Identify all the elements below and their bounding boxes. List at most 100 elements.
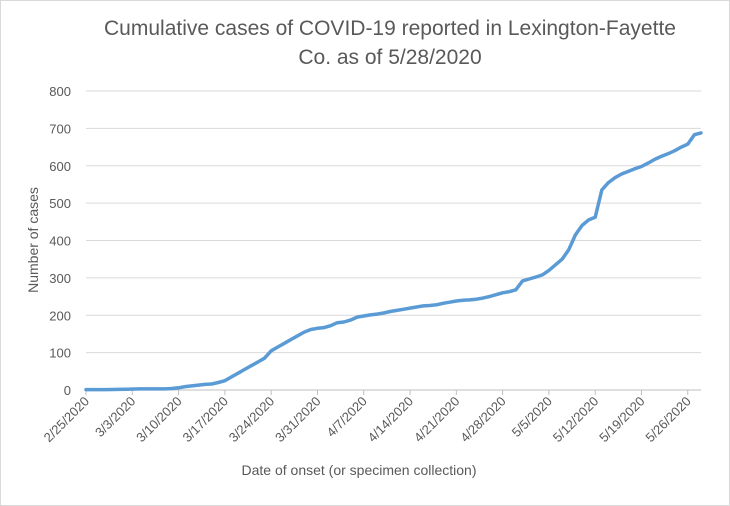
- x-tick-label: 3/3/2020: [92, 394, 138, 440]
- x-tick-label: 5/26/2020: [642, 394, 694, 446]
- data-point: [693, 134, 696, 136]
- y-tick-label: 500: [49, 196, 71, 211]
- data-point: [363, 315, 365, 317]
- data-point: [224, 380, 226, 382]
- data-point: [495, 294, 497, 296]
- data-point: [647, 162, 649, 164]
- data-point: [700, 132, 702, 134]
- data-point: [568, 249, 570, 251]
- data-point: [270, 350, 272, 352]
- data-point: [416, 306, 418, 308]
- chart-title-line-2: Co. as of 5/28/2020: [298, 46, 482, 69]
- data-point: [442, 302, 444, 304]
- y-tick-label: 700: [49, 121, 71, 136]
- x-tick-label: 3/31/2020: [272, 394, 324, 446]
- data-point: [402, 308, 404, 310]
- x-tick-label: 3/17/2020: [179, 394, 231, 446]
- data-point: [330, 325, 332, 327]
- data-point: [211, 383, 213, 385]
- gridlines: [86, 90, 701, 354]
- data-point: [482, 297, 484, 299]
- y-axis-label: Number of cases: [25, 187, 41, 293]
- data-point: [660, 155, 662, 157]
- data-point: [554, 264, 557, 266]
- data-point: [336, 322, 338, 324]
- data-point: [164, 388, 166, 390]
- data-point: [230, 376, 233, 378]
- x-tick-label: 4/21/2020: [411, 394, 463, 446]
- data-point: [409, 307, 411, 309]
- y-tick-label: 300: [49, 271, 71, 286]
- data-point: [521, 280, 524, 282]
- data-point: [422, 305, 424, 307]
- data-point: [621, 173, 623, 175]
- data-point: [508, 291, 510, 293]
- data-point: [297, 335, 299, 337]
- data-point: [217, 381, 219, 384]
- data-point: [435, 304, 438, 306]
- data-point: [462, 299, 464, 301]
- data-point: [601, 189, 603, 191]
- data-point: [455, 300, 457, 302]
- x-tick-label: 3/10/2020: [133, 394, 185, 446]
- data-point: [389, 310, 391, 313]
- y-tick-label: 400: [49, 234, 71, 249]
- x-tick-label: 4/28/2020: [457, 394, 509, 446]
- data-point: [449, 301, 451, 303]
- data-point: [171, 387, 173, 390]
- data-point: [263, 357, 266, 359]
- data-point: [687, 143, 689, 145]
- data-point: [528, 278, 530, 280]
- data-point: [667, 153, 669, 155]
- data-point: [138, 388, 140, 390]
- data-point: [303, 331, 305, 333]
- data-point: [85, 389, 87, 391]
- data-point: [468, 299, 471, 301]
- chart-title-line-1: Cumulative cases of COVID-19 reported in…: [104, 17, 676, 40]
- data-point: [535, 276, 537, 278]
- data-point: [429, 304, 431, 307]
- data-point: [250, 365, 252, 367]
- data-point: [316, 327, 319, 329]
- data-point: [574, 234, 577, 236]
- data-point: [105, 389, 107, 391]
- data-point: [290, 338, 292, 341]
- data-point: [343, 321, 345, 323]
- data-point: [204, 383, 206, 385]
- series-line: [84, 131, 703, 392]
- data-point: [376, 313, 378, 315]
- x-tick-label: 5/19/2020: [596, 394, 648, 446]
- x-axis-label: Date of onset (or specimen collection): [242, 462, 477, 478]
- data-point: [594, 216, 596, 218]
- data-point: [310, 328, 312, 331]
- data-point: [640, 165, 643, 168]
- data-point: [541, 274, 543, 276]
- x-tick-label: 2/25/2020: [41, 394, 93, 446]
- data-point: [680, 146, 682, 148]
- data-point: [197, 384, 199, 386]
- x-axis-tick-labels: 2/25/2020 3/3/20203/10/20203/17/20203/24/…: [41, 390, 694, 445]
- x-tick-label: 5/5/2020: [509, 394, 555, 440]
- data-point: [502, 292, 504, 294]
- data-point: [548, 269, 550, 271]
- data-point: [283, 342, 285, 344]
- data-point: [634, 168, 636, 170]
- data-point: [237, 372, 239, 374]
- data-point: [383, 312, 385, 314]
- data-point: [277, 346, 279, 348]
- data-point: [125, 388, 127, 390]
- data-point: [396, 309, 398, 311]
- data-point: [178, 387, 180, 389]
- data-point: [257, 361, 259, 363]
- y-tick-label: 200: [49, 308, 71, 323]
- y-tick-label: 800: [49, 84, 71, 99]
- data-point: [614, 177, 616, 179]
- data-point: [244, 368, 246, 370]
- data-point: [184, 386, 186, 388]
- data-point: [475, 298, 477, 300]
- y-tick-label: 600: [49, 159, 71, 174]
- data-point: [515, 289, 517, 291]
- data-point: [581, 224, 583, 227]
- data-point: [607, 182, 610, 184]
